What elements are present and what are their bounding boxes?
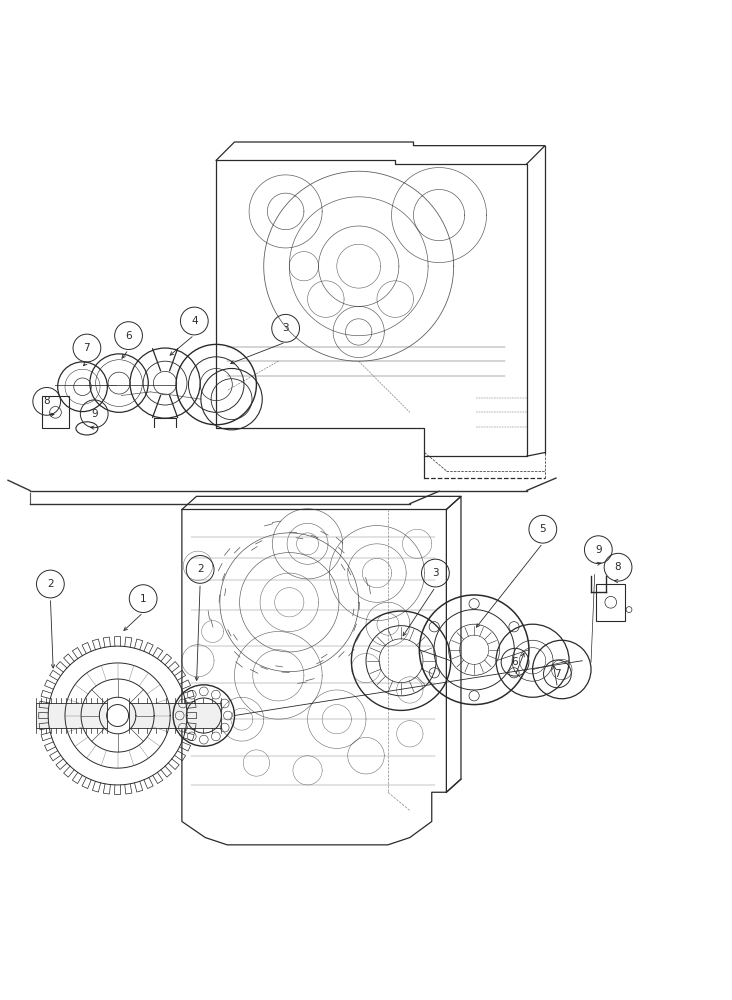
Text: 7: 7 [83,343,90,353]
Bar [36,703,107,728]
Text: 5: 5 [539,524,546,534]
Text: 9: 9 [91,409,97,419]
Text: 8: 8 [43,396,50,406]
Text: 1: 1 [140,594,146,604]
Bar [129,703,221,728]
Text: 6: 6 [125,331,132,341]
Text: 7: 7 [554,669,561,679]
Text: 6: 6 [512,657,518,667]
Text: 2: 2 [197,564,203,574]
Text: 3: 3 [283,323,289,333]
Text: 9: 9 [595,545,602,555]
Text: 2: 2 [47,579,53,589]
Text: 8: 8 [615,562,621,572]
Text: 3: 3 [432,568,438,578]
Bar [596,584,625,621]
Bar [42,396,69,428]
Text: 4: 4 [191,316,198,326]
